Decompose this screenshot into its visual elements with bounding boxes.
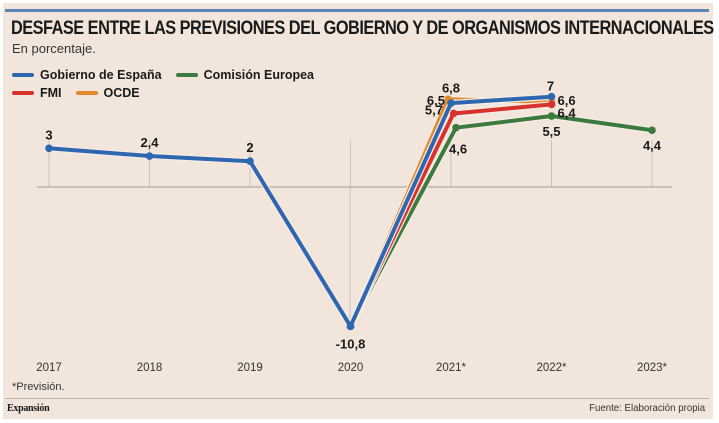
data-label: 5,5 [542, 124, 560, 139]
x-tick-label: 2017 [36, 362, 62, 374]
legend-label-comision: Comisión Europea [203, 68, 314, 82]
source-note: Fuente: Elaboración propia [588, 402, 705, 414]
chart-panel [3, 3, 713, 419]
data-label: 6,4 [558, 105, 577, 120]
data-label: 6,8 [442, 80, 460, 95]
legend-label-fmi: FMI [40, 86, 62, 100]
data-label: -10,8 [336, 336, 366, 351]
legend-item-ocde: OCDE [75, 86, 140, 100]
data-label: 2 [246, 140, 253, 155]
series-line-gobierno-de-espa-a-halo [48, 93, 552, 330]
legend-item-comision: Comisión Europea [175, 68, 314, 82]
x-tick-label: 2023* [637, 362, 668, 374]
data-point [547, 112, 556, 120]
series-line-comisi-n-europea [348, 114, 654, 329]
legend-swatch-fmi [12, 91, 34, 95]
legend-label-gobierno: Gobierno de España [40, 68, 162, 82]
x-tick-label: 2019 [237, 362, 263, 374]
data-point [346, 322, 355, 331]
data-point [648, 126, 656, 135]
series-line-gobierno-de-espa-a [47, 94, 554, 329]
footnote: *Previsión. [12, 381, 65, 393]
data-label: 7 [547, 79, 554, 94]
data-point [547, 92, 556, 101]
chart-title: DESFASE ENTRE LAS PREVISIONES DEL GOBIER… [11, 18, 714, 39]
data-point [45, 144, 53, 153]
data-label: 4,4 [643, 138, 662, 153]
legend-label-ocde: OCDE [103, 86, 140, 100]
legend-item-gobierno: Gobierno de España [12, 68, 162, 82]
x-tick-label: 2022* [536, 362, 567, 374]
legend: Gobierno de España Comisión Europea FMI … [12, 66, 328, 102]
legend-swatch-comision [175, 73, 198, 77]
data-point [246, 157, 254, 165]
legend-swatch-ocde [75, 91, 98, 95]
brand-logo: Expansión [7, 403, 50, 414]
data-label: 3 [45, 127, 52, 142]
bottom-rule [5, 398, 709, 399]
x-tick-label: 2018 [137, 362, 163, 374]
data-point [452, 123, 460, 132]
data-label: 4,6 [449, 142, 467, 157]
data-point [145, 152, 154, 160]
data-point [449, 109, 458, 118]
data-label: 6,6 [558, 93, 576, 108]
data-label: 5,7 [425, 102, 443, 117]
x-tick-label: 2021* [436, 362, 467, 374]
legend-item-fmi: FMI [12, 86, 62, 100]
data-label: 6,5 [427, 93, 445, 108]
chart-subtitle: En porcentaje. [12, 41, 96, 56]
data-point [447, 99, 455, 107]
top-rule [5, 9, 709, 12]
data-point [547, 100, 556, 109]
x-tick-label: 2020 [338, 362, 364, 374]
legend-swatch-gobierno [12, 73, 34, 77]
data-label: 2,4 [140, 135, 159, 150]
